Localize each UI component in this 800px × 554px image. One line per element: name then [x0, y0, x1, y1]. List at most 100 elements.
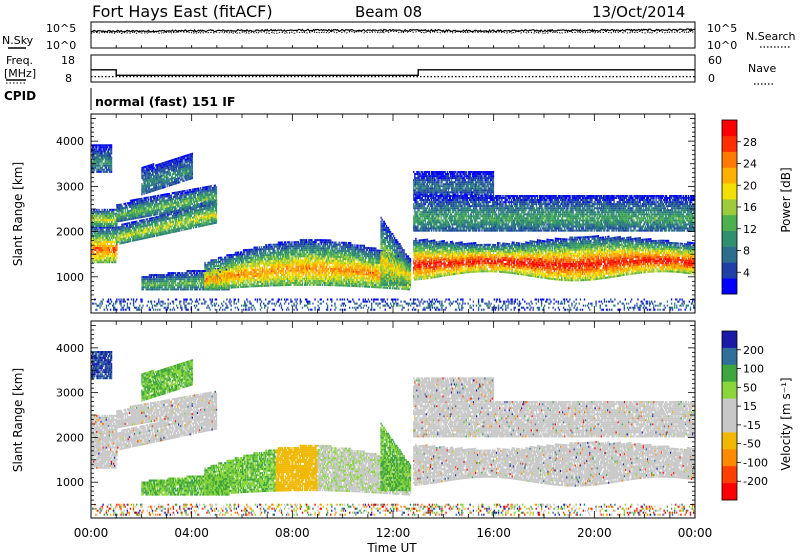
power-cell	[122, 219, 124, 222]
power-cell	[221, 258, 223, 261]
power-cell	[117, 204, 119, 207]
power-cell	[105, 168, 108, 171]
power-cell	[114, 259, 116, 262]
power-cell	[257, 264, 260, 267]
power-cell	[165, 205, 167, 208]
power-cell	[259, 284, 262, 287]
power-cell	[101, 253, 103, 256]
power-cell	[129, 205, 132, 208]
power-cell	[260, 250, 263, 253]
power-cell	[273, 243, 275, 246]
power-cell	[233, 264, 235, 267]
power-cell	[108, 240, 111, 243]
power-cell	[195, 207, 198, 210]
power-cell	[192, 212, 195, 215]
power-cell	[247, 265, 249, 268]
power-cell	[159, 175, 161, 178]
power-cell	[227, 276, 229, 279]
power-cell	[188, 207, 190, 210]
power-cell	[245, 267, 247, 270]
power-cell	[104, 166, 106, 169]
power-cell	[146, 167, 148, 170]
power-cell	[214, 196, 217, 199]
power-cell	[147, 191, 149, 194]
power-cell	[157, 180, 159, 183]
power-cell	[147, 183, 149, 186]
power-cell	[136, 220, 138, 223]
power-cell	[263, 284, 265, 287]
power-cell	[134, 217, 136, 220]
power-cell	[120, 236, 122, 239]
power-cell	[150, 219, 153, 222]
power-cell	[186, 158, 188, 161]
power-cell	[169, 229, 171, 232]
power-cell	[152, 288, 155, 291]
power-cell	[102, 218, 104, 221]
power-cell	[131, 227, 134, 230]
power-cell	[173, 212, 176, 215]
power-cell	[248, 271, 250, 274]
power-cell	[168, 198, 170, 201]
power-cell	[180, 282, 182, 285]
power-cell	[115, 223, 117, 226]
power-cell	[184, 272, 186, 275]
power-cell	[159, 217, 161, 220]
power-cell	[230, 274, 232, 277]
power-cell	[144, 174, 146, 177]
power-cell	[151, 235, 154, 238]
power-cell	[105, 214, 108, 217]
power-cell	[167, 223, 169, 226]
power-cell	[249, 259, 251, 262]
power-cell	[188, 201, 190, 204]
power-cell	[113, 226, 115, 229]
power-cell	[130, 223, 133, 226]
power-cell	[225, 274, 227, 277]
power-cell	[151, 227, 154, 230]
power-cell	[162, 225, 164, 228]
power-cell	[132, 207, 135, 210]
power-cell	[220, 258, 222, 261]
power-cell	[153, 179, 156, 182]
power-cell	[151, 183, 154, 186]
power-cell	[192, 284, 195, 287]
power-cell	[179, 213, 181, 216]
power-cell	[187, 211, 189, 214]
power-cell	[141, 282, 143, 285]
power-cell	[143, 207, 145, 210]
power-cell	[269, 247, 271, 250]
power-cell	[109, 238, 112, 241]
power-cell	[186, 178, 188, 181]
power-cell	[263, 254, 265, 257]
power-cell	[209, 191, 211, 194]
power-cell	[207, 271, 209, 274]
power-cell	[143, 286, 145, 289]
power-cell	[100, 150, 102, 153]
power-cell	[255, 252, 257, 255]
power-cell	[117, 220, 119, 223]
power-cell	[118, 214, 120, 217]
power-cell	[103, 230, 105, 233]
power-cell	[113, 210, 115, 213]
power-cell	[119, 209, 121, 212]
power-cell	[237, 280, 240, 283]
power-cell	[202, 288, 204, 291]
power-cell	[229, 254, 231, 257]
power-cell	[161, 282, 163, 285]
power-cell	[178, 227, 180, 230]
power-cell	[97, 221, 99, 224]
power-cell	[232, 253, 234, 256]
power-cell	[182, 178, 184, 181]
power-cell	[165, 209, 167, 212]
power-cell	[194, 224, 197, 227]
power-cell	[178, 171, 180, 174]
power-cell	[151, 274, 154, 277]
power-cell	[205, 217, 207, 220]
power-cell	[190, 192, 192, 195]
power-cell	[168, 276, 170, 279]
power-cell	[98, 158, 100, 161]
power-cell	[210, 280, 212, 283]
power-cell	[218, 281, 221, 284]
power-cell	[109, 212, 112, 215]
power-cell	[206, 209, 208, 212]
power-cell	[155, 282, 157, 285]
